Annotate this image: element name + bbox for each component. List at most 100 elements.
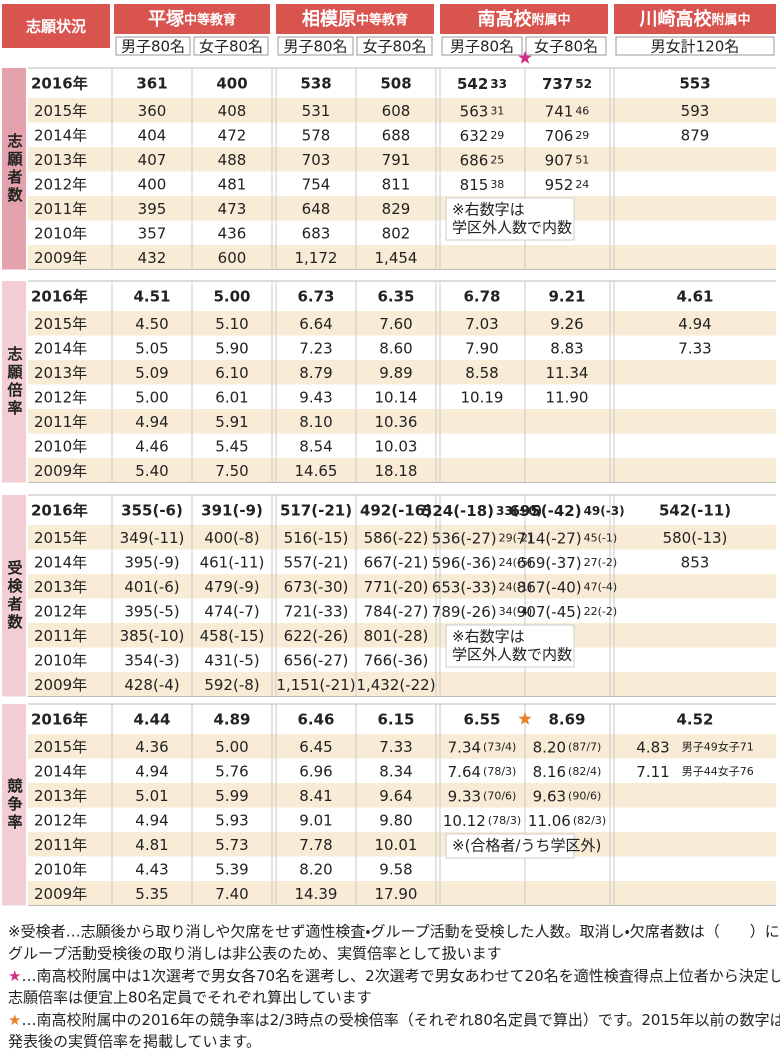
cell-value: 9.26 xyxy=(550,315,583,333)
cell-value: 815 38 xyxy=(460,175,505,193)
cell-value: 907(-45) 22(-2) xyxy=(517,602,617,620)
cell-value: 784(-27) xyxy=(364,602,429,620)
row-bg xyxy=(28,311,776,336)
row-bg xyxy=(28,525,776,550)
cell-value: 7.64 (78/3) xyxy=(448,762,517,780)
sub-header: 男女計120名 xyxy=(651,38,740,56)
cell-value: 6.78 xyxy=(463,288,500,306)
cell-value: 669(-37) 27(-2) xyxy=(517,553,617,571)
year-label: 2014年 xyxy=(34,762,87,780)
section-label-bg xyxy=(2,495,26,697)
cell-value: 385(-10) xyxy=(120,627,185,645)
row-bg xyxy=(28,881,776,906)
sub-header-box xyxy=(115,36,191,56)
cell-value: 391(-9) xyxy=(201,502,263,520)
cell-value: 4.81 xyxy=(135,836,168,854)
row-bg xyxy=(28,409,776,434)
cell-value: 428(-4) xyxy=(124,676,179,694)
cell-sub: (82/4) xyxy=(568,765,601,778)
cell-value: 524(-18) 33(±0) xyxy=(422,502,542,520)
sub-header-box xyxy=(615,36,775,56)
cell-value: 436 xyxy=(218,224,247,242)
cell-value: 703 xyxy=(302,151,331,169)
school-name: 相模原中等教育 xyxy=(302,8,408,30)
cell-value: 400 xyxy=(216,75,247,93)
cell-value: 754 xyxy=(302,175,331,193)
cell-value: 400(-8) xyxy=(204,529,259,547)
cell-value: 395(-9) xyxy=(124,553,179,571)
year-label: 2013年 xyxy=(34,787,87,805)
section-label: 受検者数 xyxy=(6,559,24,632)
cell-value: 474(-7) xyxy=(204,602,259,620)
cell-main: 596(-36) xyxy=(432,553,497,571)
cell-value: 431(-5) xyxy=(204,651,259,669)
row-bg xyxy=(28,245,776,270)
cell-sub: 49(-3) xyxy=(584,504,625,518)
cell-value: 688 xyxy=(382,126,411,144)
cell-value: 1,172 xyxy=(295,249,338,267)
cell-value: 771(-20) xyxy=(364,578,429,596)
cell-main: 714(-27) xyxy=(517,529,582,547)
cell-main: 11.06 xyxy=(528,811,571,829)
cell-value: 789(-26) 34(-4) xyxy=(432,602,532,620)
row-bg xyxy=(28,458,776,483)
cell-main: 952 xyxy=(545,175,574,193)
note-text: 学区外人数で内数 xyxy=(452,646,572,664)
cell-sub: (82/3) xyxy=(573,814,606,827)
cell-value: 18.18 xyxy=(375,462,418,480)
cell-sub: 33(±0) xyxy=(496,504,542,518)
cell-main: 686 xyxy=(460,151,489,169)
note-text: ※右数字は xyxy=(452,628,525,646)
year-label: 2010年 xyxy=(34,651,87,669)
cell-value: 578 xyxy=(302,126,331,144)
cell-value: 5.39 xyxy=(215,860,248,878)
school-header-bg xyxy=(440,4,608,34)
cell-value: 395 xyxy=(138,200,167,218)
cell-sub: 27(-2) xyxy=(584,556,618,569)
cell-value: 4.94 xyxy=(135,413,168,431)
cell-sub: 45(-1) xyxy=(584,531,618,544)
cell-value: 721(-33) xyxy=(284,602,349,620)
cell-value: 5.35 xyxy=(135,885,168,903)
cell-value: 6.45 xyxy=(299,738,332,756)
cell-value: 4.43 xyxy=(135,860,168,878)
cell-value: 7.11 男子44女子76 xyxy=(636,762,753,780)
cell-value: 4.61 xyxy=(676,288,713,306)
row-bg xyxy=(28,196,776,221)
cell-value: 592(-8) xyxy=(204,676,259,694)
year-label: 2012年 xyxy=(34,811,87,829)
section-label: 志願者数 xyxy=(6,132,24,205)
section-label-bg xyxy=(2,281,26,483)
school-name: 南高校附属中 xyxy=(477,8,570,30)
cell-value: 6.73 xyxy=(297,288,334,306)
cell-sub: 24(-1) xyxy=(499,580,533,593)
cell-value: 8.16 (82/4) xyxy=(533,762,602,780)
cell-main: 7.64 xyxy=(448,762,481,780)
year-label: 2010年 xyxy=(34,860,87,878)
cell-value: 907 51 xyxy=(545,151,590,169)
school-header-bg xyxy=(614,4,776,34)
cell-sub: 29 xyxy=(575,129,589,142)
year-label: 2012年 xyxy=(34,602,87,620)
school-name: 平塚中等教育 xyxy=(148,9,236,30)
cell-value: 8.20 xyxy=(299,860,332,878)
cell-value: 557(-21) xyxy=(284,553,349,571)
year-label: 2011年 xyxy=(34,627,87,645)
cell-value: 5.09 xyxy=(135,364,168,382)
year-label: 2012年 xyxy=(34,175,87,193)
cell-value: 673(-30) xyxy=(284,578,349,596)
cell-value: 811 xyxy=(382,175,411,193)
cell-sub: 22(-2) xyxy=(584,605,618,618)
note-box xyxy=(445,197,575,241)
cell-main: 706 xyxy=(545,126,574,144)
year-label: 2014年 xyxy=(34,553,87,571)
cell-value: 404 xyxy=(138,126,167,144)
cell-main: 789(-26) xyxy=(432,602,497,620)
year-label: 2011年 xyxy=(34,413,87,431)
cell-value: 349(-11) xyxy=(120,529,185,547)
cell-main: 815 xyxy=(460,175,489,193)
cell-value: 357 xyxy=(138,224,167,242)
cell-value: 8.34 xyxy=(379,762,412,780)
header-title: 志願状況 xyxy=(25,18,86,36)
